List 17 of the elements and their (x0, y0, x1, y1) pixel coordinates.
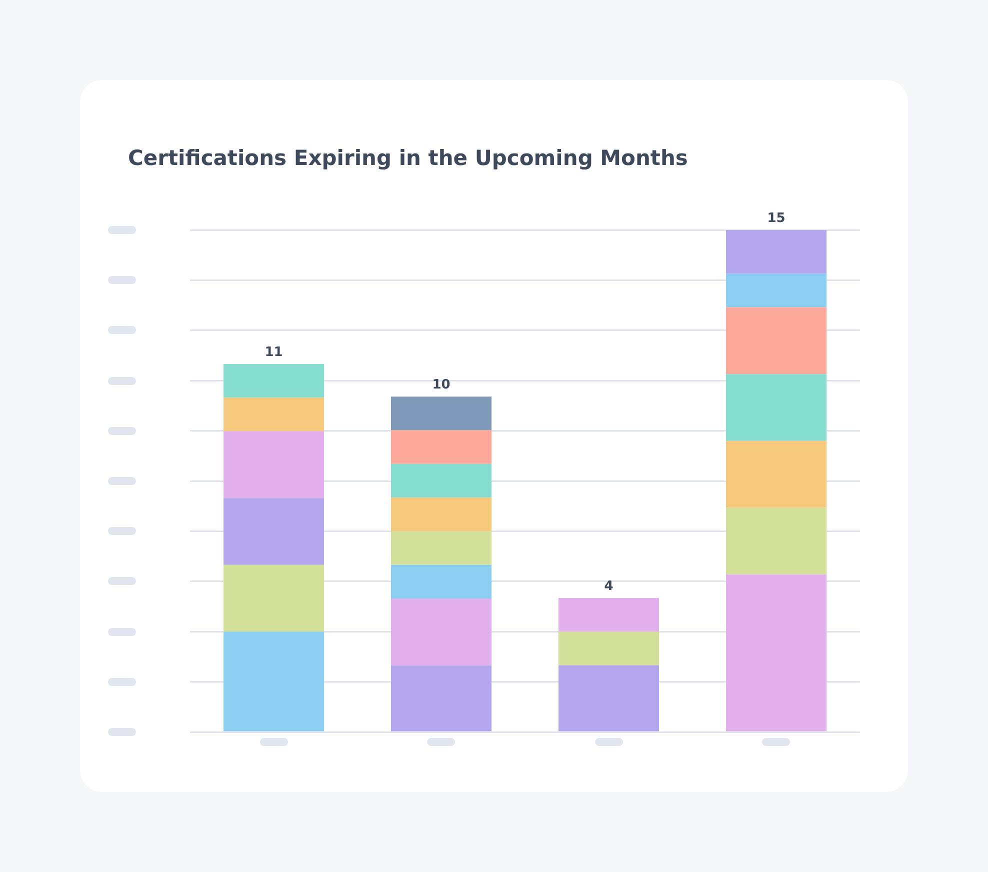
bar (391, 396, 492, 430)
bar (391, 665, 492, 732)
bar (558, 665, 659, 732)
text: 15 (767, 211, 786, 226)
annotation: 10 (432, 378, 450, 393)
annotation: 4 (604, 578, 614, 594)
bar (391, 464, 492, 498)
bar (224, 564, 324, 632)
bar (224, 398, 324, 432)
bar (558, 632, 659, 666)
bar (391, 564, 492, 598)
bar (391, 498, 492, 532)
bar (726, 508, 826, 574)
bar (224, 364, 324, 398)
chart-title: Certifications Expiring in the Upcoming Months (128, 146, 688, 170)
annotation: 11 (264, 345, 283, 360)
bar (391, 430, 492, 464)
